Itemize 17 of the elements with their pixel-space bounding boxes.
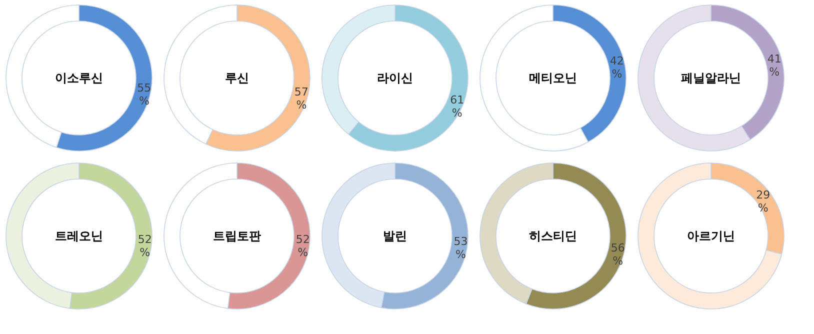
- data-label: 57 %: [294, 85, 308, 112]
- text: 트레오닌: [55, 229, 103, 243]
- donut-slice: [638, 162, 782, 310]
- text: 라이신: [377, 71, 413, 85]
- text: 루신: [225, 71, 249, 85]
- data-label: 52 %: [138, 233, 152, 260]
- text: 히스티딘: [529, 229, 577, 243]
- text: 이소루신: [55, 71, 103, 85]
- text: 아르기닌: [687, 229, 735, 243]
- data-label: 42 %: [610, 54, 624, 81]
- data-label: 52 %: [296, 233, 310, 260]
- text: 페닐알라닌: [681, 71, 741, 85]
- data-label: 53 %: [454, 235, 468, 262]
- text: 메티오닌: [529, 71, 577, 85]
- text: 트립토판: [213, 229, 261, 243]
- text: 발린: [383, 229, 407, 243]
- data-label: 41 %: [767, 52, 782, 79]
